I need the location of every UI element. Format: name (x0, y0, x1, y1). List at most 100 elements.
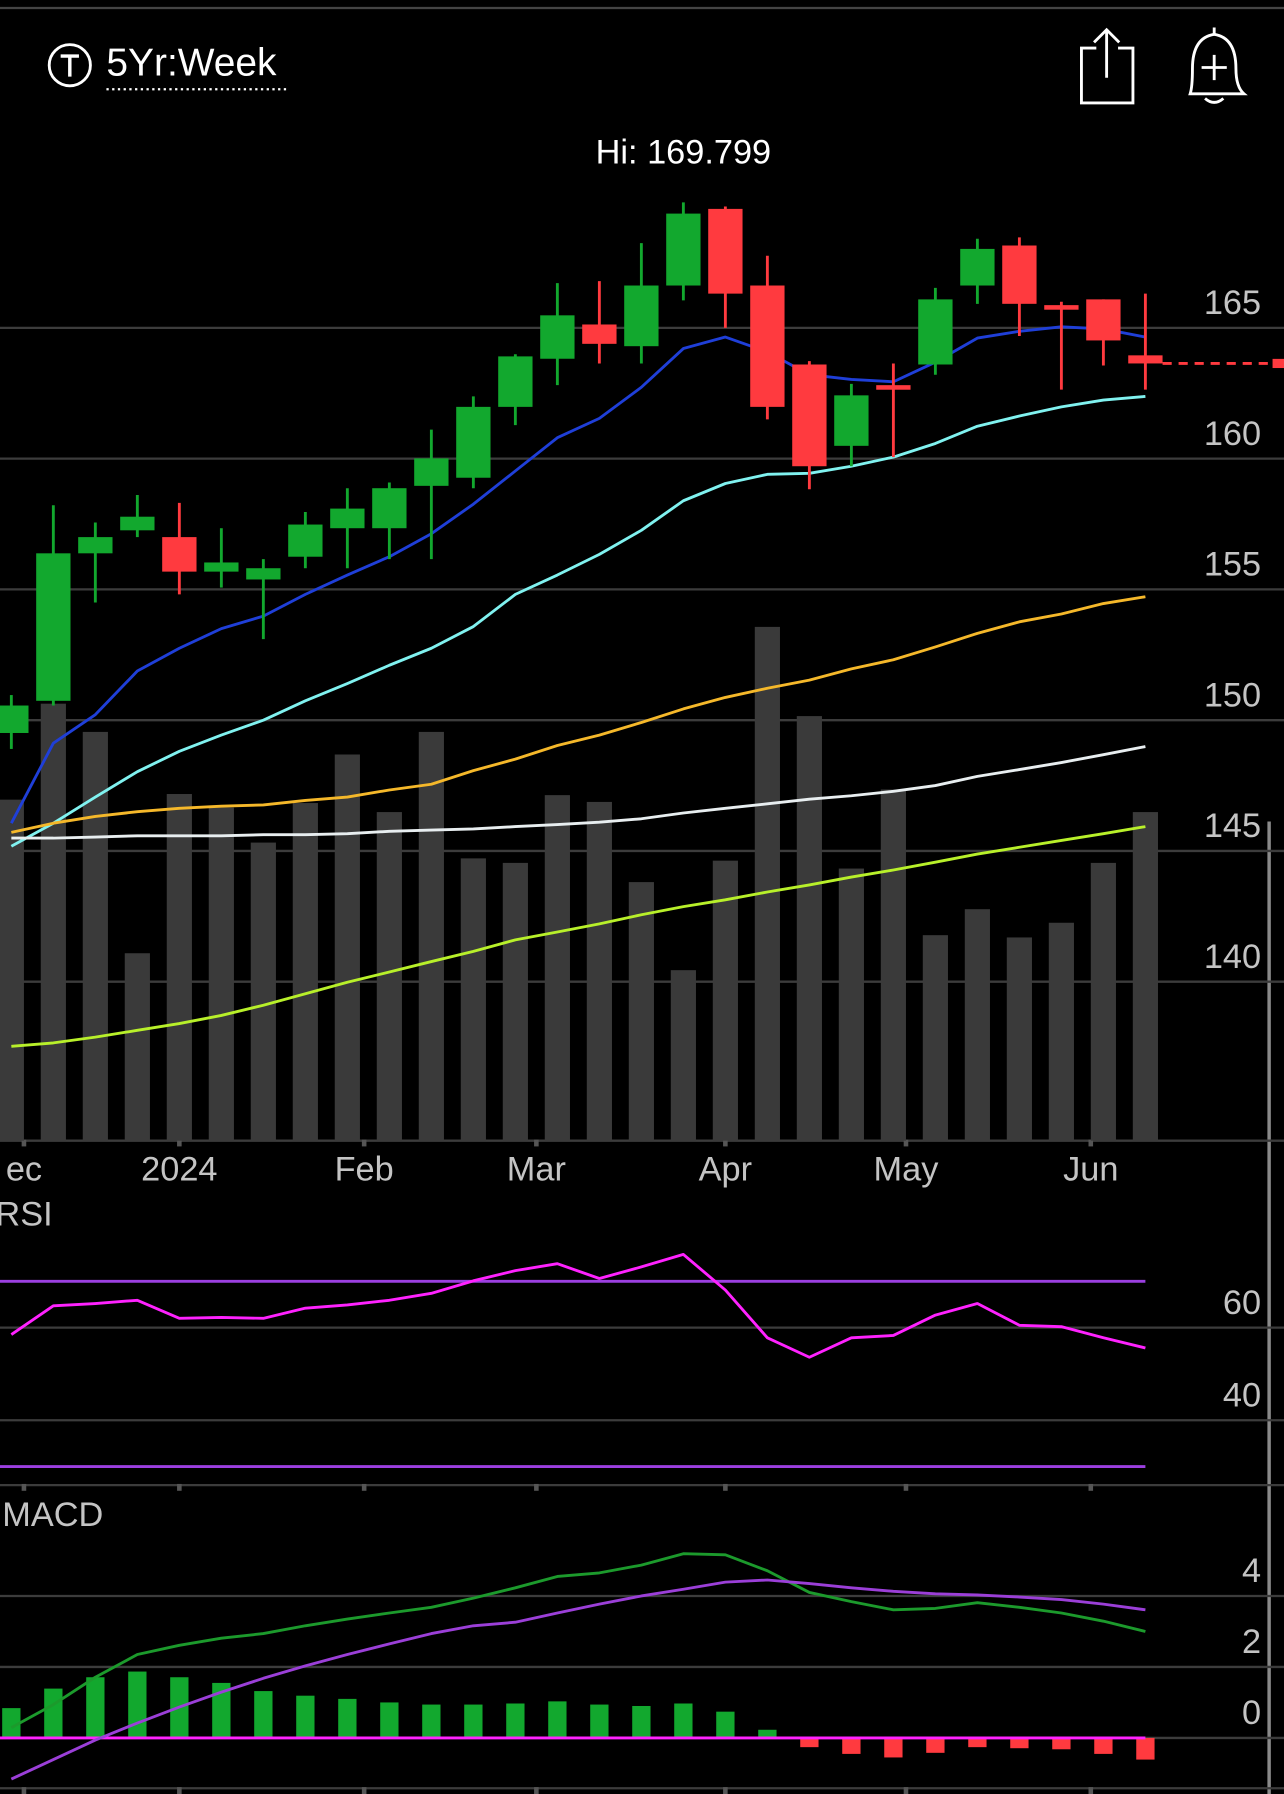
candle-body (918, 299, 953, 365)
volume-bar (292, 803, 318, 1141)
share-icon-arrow (1093, 27, 1121, 78)
histogram-bar (758, 1729, 777, 1738)
volume-bar (1048, 922, 1074, 1141)
histogram-bar (128, 1671, 147, 1738)
y-tick-label: 145 (1204, 807, 1261, 845)
histogram-bar (1094, 1737, 1113, 1754)
candle-body (624, 285, 659, 347)
y-tick-label: 40 (1223, 1376, 1261, 1414)
volume-bar (712, 860, 738, 1141)
candle-body (666, 213, 701, 286)
indicator-line (10, 394, 1146, 848)
x-tick-label: Mar (507, 1151, 566, 1189)
histogram-bar (212, 1682, 231, 1738)
range-icon-glyph (60, 54, 79, 77)
volume-bar (544, 795, 570, 1141)
histogram-bar (716, 1711, 735, 1738)
indicator-line (11, 745, 1146, 840)
histogram-bar (884, 1737, 903, 1758)
candle-body (1128, 355, 1163, 364)
candle-body (456, 406, 491, 478)
histogram-bar (296, 1695, 315, 1738)
candle-body (582, 324, 617, 344)
share-icon-box (1080, 46, 1135, 105)
histogram-bar (842, 1737, 861, 1754)
histogram-bar (1052, 1737, 1071, 1750)
y-tick-label: 155 (1204, 546, 1261, 584)
volume-bar (964, 909, 990, 1141)
volume-bar (1132, 812, 1158, 1141)
alert-button[interactable] (1188, 27, 1248, 104)
candle-body (204, 562, 239, 572)
candle-body (1002, 245, 1037, 304)
histogram-bar (926, 1737, 945, 1753)
volume-bar (670, 970, 696, 1141)
share-button[interactable] (1080, 27, 1135, 105)
y-tick-label: 165 (1204, 284, 1261, 322)
candle-body (1044, 305, 1079, 310)
y-tick-label: 150 (1204, 676, 1261, 714)
candle-body (498, 356, 533, 407)
volume-bar (334, 754, 360, 1141)
high-annotation: Hi: 169.799 (596, 134, 772, 172)
histogram-bar (2, 1708, 21, 1738)
y-tick-label: 4 (1242, 1552, 1261, 1590)
histogram-bar (674, 1703, 693, 1738)
volume-bar (40, 703, 66, 1141)
bell-icon-detail (1201, 27, 1227, 104)
histogram-bar (464, 1704, 483, 1738)
indicator-line (10, 325, 1146, 824)
volume-bar (502, 862, 528, 1141)
candle-body (372, 488, 407, 529)
volume-bar (418, 731, 444, 1141)
candle-body (876, 385, 911, 390)
candle-body (246, 568, 281, 580)
histogram-bar (968, 1737, 987, 1748)
volume-bar (124, 953, 150, 1141)
candle-body (540, 315, 575, 359)
histogram-bar (44, 1688, 63, 1738)
x-tick-label: May (874, 1151, 940, 1189)
volume-bar (376, 812, 402, 1141)
indicator-line (10, 1252, 1146, 1359)
indicator-line (11, 825, 1146, 1048)
candle-body (120, 516, 155, 531)
volume-bar (754, 626, 780, 1141)
range-label: 5Yr:Week (106, 41, 277, 84)
candle-body (330, 508, 365, 529)
pane-title: RSI (0, 1195, 53, 1233)
range-icon (47, 43, 92, 88)
volume-bar (1090, 862, 1116, 1141)
candle-body (414, 458, 449, 486)
candle-body (0, 705, 29, 733)
histogram-bar (338, 1698, 357, 1738)
indicator-line (10, 1552, 1146, 1729)
volume-bar (82, 731, 108, 1141)
last-price-marker (1272, 358, 1284, 369)
candle-body (78, 537, 113, 554)
x-tick-label: ec (6, 1151, 42, 1189)
volume-bar (838, 868, 864, 1141)
volume-bar (628, 882, 654, 1141)
candle-body (288, 524, 323, 557)
volume-bar (922, 935, 948, 1141)
candle-body (834, 395, 869, 446)
volume-bar (208, 807, 234, 1141)
range-selector[interactable]: 5Yr:Week (47, 41, 289, 91)
candle-body (162, 537, 197, 572)
y-tick-label: 0 (1242, 1694, 1261, 1732)
histogram-bar (1136, 1737, 1155, 1760)
x-tick-label: Apr (699, 1151, 752, 1189)
volume-bar (586, 801, 612, 1141)
y-tick-label: 60 (1223, 1284, 1261, 1322)
candle-body (36, 553, 71, 701)
indicator-line (11, 595, 1146, 834)
histogram-bar (422, 1704, 441, 1738)
candle-body (1086, 299, 1121, 341)
candle-body (960, 248, 995, 286)
x-tick-label: 2024 (141, 1151, 217, 1189)
histogram-bar (590, 1704, 609, 1738)
histogram-bar (380, 1702, 399, 1738)
histogram-bar (254, 1691, 273, 1738)
